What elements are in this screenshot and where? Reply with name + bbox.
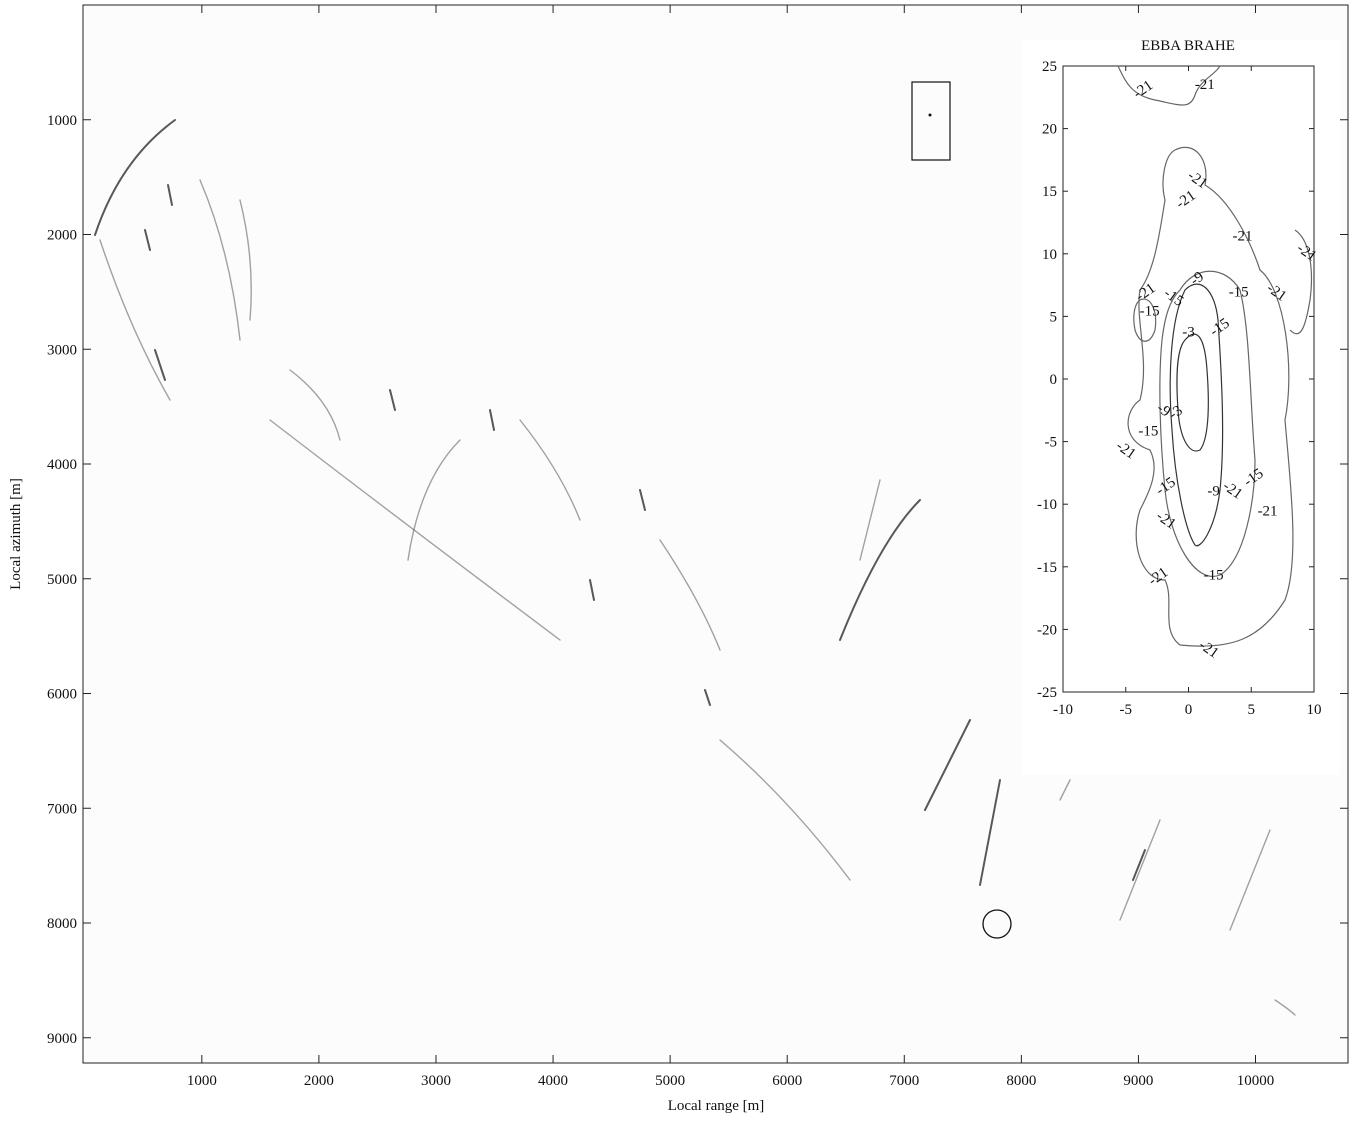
contour-line	[1159, 270, 1256, 577]
y-tick-label: 7000	[47, 801, 77, 817]
y-tick-label: 25	[1042, 59, 1057, 75]
y-tick-label: 2000	[47, 228, 77, 244]
target-box	[911, 81, 951, 161]
streak	[719, 739, 851, 881]
x-tick-label: 10000	[1237, 1073, 1275, 1089]
contour-line	[1133, 298, 1157, 342]
y-tick-label: 6000	[47, 687, 77, 703]
streak	[99, 239, 171, 401]
contour-label: -21	[1232, 228, 1252, 244]
y-tick-label: 1000	[47, 113, 77, 129]
y-tick-label: 20	[1042, 122, 1057, 138]
contour-line	[1127, 146, 1294, 647]
streak	[1274, 999, 1296, 1016]
target-point	[928, 113, 932, 117]
y-tick-label: -5	[1045, 435, 1058, 451]
contours	[1117, 65, 1313, 647]
x-tick-label: 6000	[772, 1073, 802, 1089]
y-tick-label: 5000	[47, 572, 77, 588]
x-tick-label: 1000	[187, 1073, 217, 1089]
streak	[589, 579, 595, 601]
contour-line	[1176, 333, 1209, 452]
sar-streaks	[94, 119, 1296, 1016]
y-tick-label: 0	[1050, 372, 1058, 388]
x-tick-label: -10	[1053, 702, 1073, 718]
streak	[859, 479, 881, 561]
y-tick-label: 5	[1050, 309, 1058, 325]
x-tick-label: -5	[1120, 702, 1133, 718]
inset-title: EBBA BRAHE	[1141, 38, 1235, 54]
contour-line	[1289, 229, 1313, 335]
x-tick-label: 8000	[1006, 1073, 1036, 1089]
streak	[839, 499, 921, 641]
contour-label: -15	[1138, 424, 1158, 440]
x-tick-label: 0	[1185, 702, 1193, 718]
y-tick-label: 8000	[47, 916, 77, 932]
streak	[389, 389, 396, 411]
x-tick-label: 3000	[421, 1073, 451, 1089]
contour-label: -9	[1207, 484, 1220, 500]
streak	[407, 439, 461, 561]
contour-line	[1117, 65, 1221, 106]
x-tick-label: 2000	[304, 1073, 334, 1089]
contour-label: -21	[1195, 77, 1215, 93]
x-tick-label: 9000	[1123, 1073, 1153, 1089]
streak	[489, 409, 495, 431]
streak	[519, 419, 581, 521]
y-axis-label: Local azimuth [m]	[8, 478, 24, 590]
streak	[154, 349, 166, 381]
contour-label: -15	[1140, 303, 1160, 319]
y-tick-label: -10	[1037, 497, 1057, 513]
y-tick-label: 10	[1042, 247, 1057, 263]
streak	[1059, 779, 1071, 801]
x-tick-label: 10	[1307, 702, 1322, 718]
y-tick-label: -25	[1037, 685, 1057, 701]
streak	[167, 184, 173, 206]
contour-label: -15	[1204, 568, 1224, 584]
contour-label: -21	[1258, 504, 1278, 520]
streak	[1229, 829, 1271, 931]
contour-label: -3	[1182, 325, 1195, 341]
target-circle	[982, 909, 1012, 939]
streak	[289, 369, 341, 441]
streak	[1119, 819, 1161, 921]
streak	[639, 489, 646, 511]
streak	[979, 779, 1001, 886]
y-tick-label: -15	[1037, 560, 1057, 576]
y-tick-label: 4000	[47, 457, 77, 473]
x-tick-label: 4000	[538, 1073, 568, 1089]
streak	[94, 119, 176, 236]
inset-plot-area	[1062, 65, 1315, 693]
streak	[659, 539, 721, 651]
streak	[924, 719, 971, 811]
streak	[704, 689, 711, 706]
streak	[144, 229, 151, 251]
streak	[239, 199, 252, 321]
streak	[1132, 849, 1146, 881]
y-tick-label: 3000	[47, 342, 77, 358]
y-tick-label: -20	[1037, 622, 1057, 638]
y-tick-label: 15	[1042, 184, 1057, 200]
contour-line	[1169, 283, 1224, 547]
contour-label: -15	[1229, 285, 1249, 301]
x-tick-label: 5000	[655, 1073, 685, 1089]
streak	[199, 179, 241, 341]
x-axis-label: Local range [m]	[668, 1098, 765, 1114]
streak	[269, 419, 561, 641]
y-tick-label: 9000	[47, 1031, 77, 1047]
x-tick-label: 7000	[889, 1073, 919, 1089]
x-tick-label: 5	[1248, 702, 1256, 718]
